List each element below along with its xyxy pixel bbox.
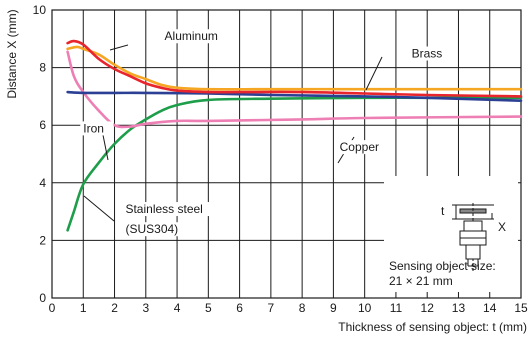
annotation-label-0: Aluminum — [165, 29, 218, 43]
x-tick-label-14: 14 — [483, 301, 497, 315]
annotation-bg-4 — [122, 202, 231, 217]
inset-label-t: t — [441, 204, 445, 218]
annotation-leader-1 — [365, 56, 383, 91]
y-tick-label-5: 10 — [33, 3, 47, 17]
x-tick-label-5: 5 — [205, 301, 212, 315]
inset-note-line2: 21 × 21 mm — [389, 274, 453, 288]
series-line-brass — [66, 45, 523, 91]
annotation-bg-0 — [161, 29, 222, 44]
y-tick-label-0: 0 — [39, 291, 46, 305]
y-tick-label-4: 8 — [39, 61, 46, 75]
sensor-inset: t X Sensing object size: 21 × 21 mm — [384, 176, 518, 292]
y-tick-label-3: 6 — [39, 118, 46, 132]
x-tick-label-9: 9 — [330, 301, 337, 315]
annotation-bg-2 — [80, 121, 114, 136]
x-tick-label-2: 2 — [111, 301, 118, 315]
series-line-iron — [66, 90, 523, 102]
annotation-bg-5 — [122, 222, 183, 237]
x-tick-label-12: 12 — [421, 301, 435, 315]
inset-background — [384, 176, 518, 292]
x-tick-label-6: 6 — [236, 301, 243, 315]
axes — [51, 9, 522, 299]
plot-frame — [51, 9, 522, 299]
x-axis-label: Thickness of sensing object: t (mm) — [338, 320, 527, 334]
sensor-diagram-icon — [452, 203, 494, 272]
x-tick-label-0: 0 — [49, 301, 56, 315]
x-tick-label-15: 15 — [514, 301, 528, 315]
series-line-stainless-steel-sus304 — [66, 96, 523, 232]
y-tick-label-2: 4 — [39, 176, 46, 190]
x-tick-label-1: 1 — [80, 301, 87, 315]
x-tick-label-3: 3 — [142, 301, 149, 315]
x-tick-label-11: 11 — [390, 301, 403, 315]
annotation-label-2: Iron — [83, 121, 104, 135]
annotation-bg-1 — [408, 46, 449, 61]
annotation-label-3: Copper — [340, 140, 379, 154]
annotation-label-1: Brass — [412, 47, 443, 61]
y-axis-label: Distance X (mm) — [5, 9, 19, 98]
annotation-label-5: (SUS304) — [125, 222, 178, 236]
x-tick-label-7: 7 — [268, 301, 275, 315]
x-tick-label-10: 10 — [358, 301, 372, 315]
x-tick-label-4: 4 — [174, 301, 181, 315]
y-tick-label-1: 2 — [39, 233, 46, 247]
series-line-aluminum — [66, 39, 523, 98]
inset-label-x: X — [498, 220, 506, 234]
annotations: Aluminum Brass Iron Copper Stainless steel (S… — [80, 29, 449, 237]
x-tick-label-8: 8 — [299, 301, 306, 315]
annotation-leader-4 — [83, 195, 115, 222]
annotation-leader-0 — [109, 44, 129, 51]
series-lines — [66, 39, 523, 232]
annotation-label-4: Stainless steel — [125, 202, 202, 216]
inset-note-line1: Sensing object size: — [389, 259, 496, 273]
x-tick-label-13: 13 — [452, 301, 466, 315]
annotation-bg-3 — [336, 140, 384, 155]
